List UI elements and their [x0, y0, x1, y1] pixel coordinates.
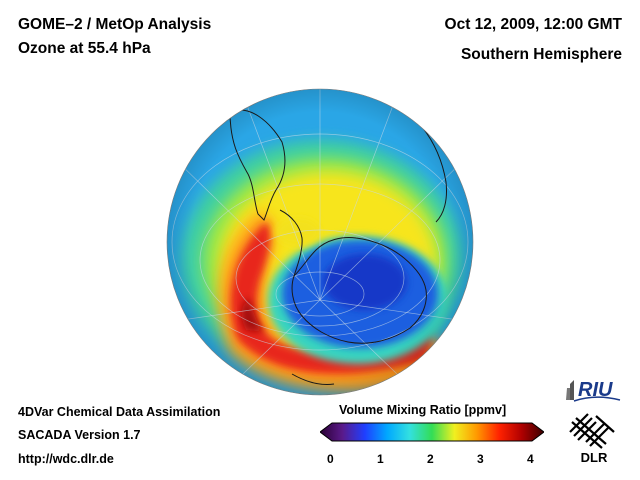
ozone-globe-map: [166, 88, 474, 396]
riu-logo-text: RIU: [578, 379, 613, 401]
map-subtitle: Ozone at 55.4 hPa: [18, 40, 151, 57]
dlr-logo-text: DLR: [581, 450, 608, 465]
colorbar: [320, 422, 544, 442]
method-label: 4DVar Chemical Data Assimilation: [18, 405, 221, 419]
colorbar-tick-2: 2: [427, 452, 434, 466]
colorbar-tick-1: 1: [377, 452, 384, 466]
colorbar-ramp: [320, 422, 544, 442]
url-label: http://wdc.dlr.de: [18, 452, 114, 466]
colorbar-tick-0: 0: [327, 452, 334, 466]
version-label: SACADA Version 1.7: [18, 428, 141, 442]
map-title: GOME–2 / MetOp Analysis: [18, 16, 212, 33]
colorbar-tick-3: 3: [477, 452, 484, 466]
colorbar-title: Volume Mixing Ratio [ppmv]: [339, 403, 507, 417]
dlr-logo: DLR: [569, 413, 615, 465]
region-label: Southern Hemisphere: [460, 46, 622, 63]
colorbar-tick-4: 4: [527, 452, 534, 466]
riu-logo: RIU: [566, 379, 621, 402]
datetime-label: Oct 12, 2009, 12:00 GMT: [444, 16, 622, 33]
globe-outline: [166, 88, 474, 396]
